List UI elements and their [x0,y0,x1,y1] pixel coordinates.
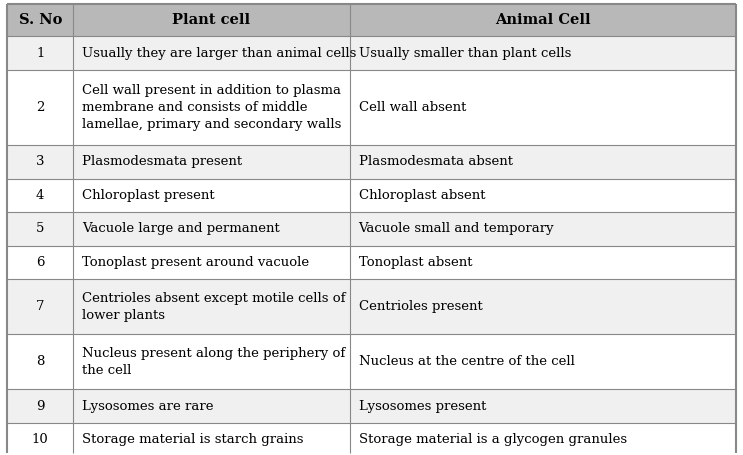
Bar [350,334,736,389]
Text: Chloroplast present: Chloroplast present [82,189,215,202]
Bar [7,279,73,334]
Bar [7,423,73,455]
Bar [350,389,736,423]
Text: Cell wall absent: Cell wall absent [359,101,466,114]
Text: 7: 7 [36,300,45,313]
Bar [350,212,736,246]
Text: Lysosomes present: Lysosomes present [359,399,486,413]
Text: 10: 10 [32,433,48,446]
Bar [7,246,73,279]
Bar [350,70,736,145]
Bar [7,212,73,246]
Bar [73,389,350,423]
Text: 8: 8 [36,355,45,369]
Text: Lysosomes are rare: Lysosomes are rare [82,399,213,413]
Bar [73,279,350,334]
Text: Vacuole small and temporary: Vacuole small and temporary [359,222,554,235]
Bar [350,179,736,212]
Bar [7,389,73,423]
Bar [7,334,73,389]
Text: 3: 3 [36,156,45,168]
Text: 6: 6 [36,256,45,269]
Text: Nucleus present along the periphery of
the cell: Nucleus present along the periphery of t… [82,347,345,377]
Text: Tonoplast absent: Tonoplast absent [359,256,472,269]
Text: 1: 1 [36,46,45,60]
Text: Storage material is starch grains: Storage material is starch grains [82,433,303,446]
Bar [350,145,736,179]
Bar [7,70,73,145]
Bar [7,179,73,212]
Bar [7,4,73,36]
Bar [7,145,73,179]
Bar [73,246,350,279]
Text: Plasmodesmata absent: Plasmodesmata absent [359,156,513,168]
Bar [73,36,350,70]
Bar [350,4,736,36]
Text: 5: 5 [36,222,45,235]
Bar [350,423,736,455]
Text: Centrioles absent except motile cells of
lower plants: Centrioles absent except motile cells of… [82,292,345,322]
Bar [73,334,350,389]
Bar [350,246,736,279]
Text: Centrioles present: Centrioles present [359,300,482,313]
Bar [73,179,350,212]
Bar [73,4,350,36]
Text: Usually they are larger than animal cells: Usually they are larger than animal cell… [82,46,356,60]
Bar [350,279,736,334]
Text: Vacuole large and permanent: Vacuole large and permanent [82,222,279,235]
Text: Storage material is a glycogen granules: Storage material is a glycogen granules [359,433,626,446]
Text: Nucleus at the centre of the cell: Nucleus at the centre of the cell [359,355,574,369]
Bar [73,70,350,145]
Text: Usually smaller than plant cells: Usually smaller than plant cells [359,46,571,60]
Text: Plasmodesmata present: Plasmodesmata present [82,156,242,168]
Bar [73,423,350,455]
Bar [73,212,350,246]
Text: 2: 2 [36,101,45,114]
Text: 9: 9 [36,399,45,413]
Text: Tonoplast present around vacuole: Tonoplast present around vacuole [82,256,309,269]
Text: Animal Cell: Animal Cell [495,13,591,27]
Text: Plant cell: Plant cell [172,13,250,27]
Text: Cell wall present in addition to plasma
membrane and consists of middle
lamellae: Cell wall present in addition to plasma … [82,84,341,131]
Bar [350,36,736,70]
Text: S. No: S. No [19,13,62,27]
Text: Chloroplast absent: Chloroplast absent [359,189,485,202]
Text: 4: 4 [36,189,45,202]
Bar [73,145,350,179]
Bar [7,36,73,70]
